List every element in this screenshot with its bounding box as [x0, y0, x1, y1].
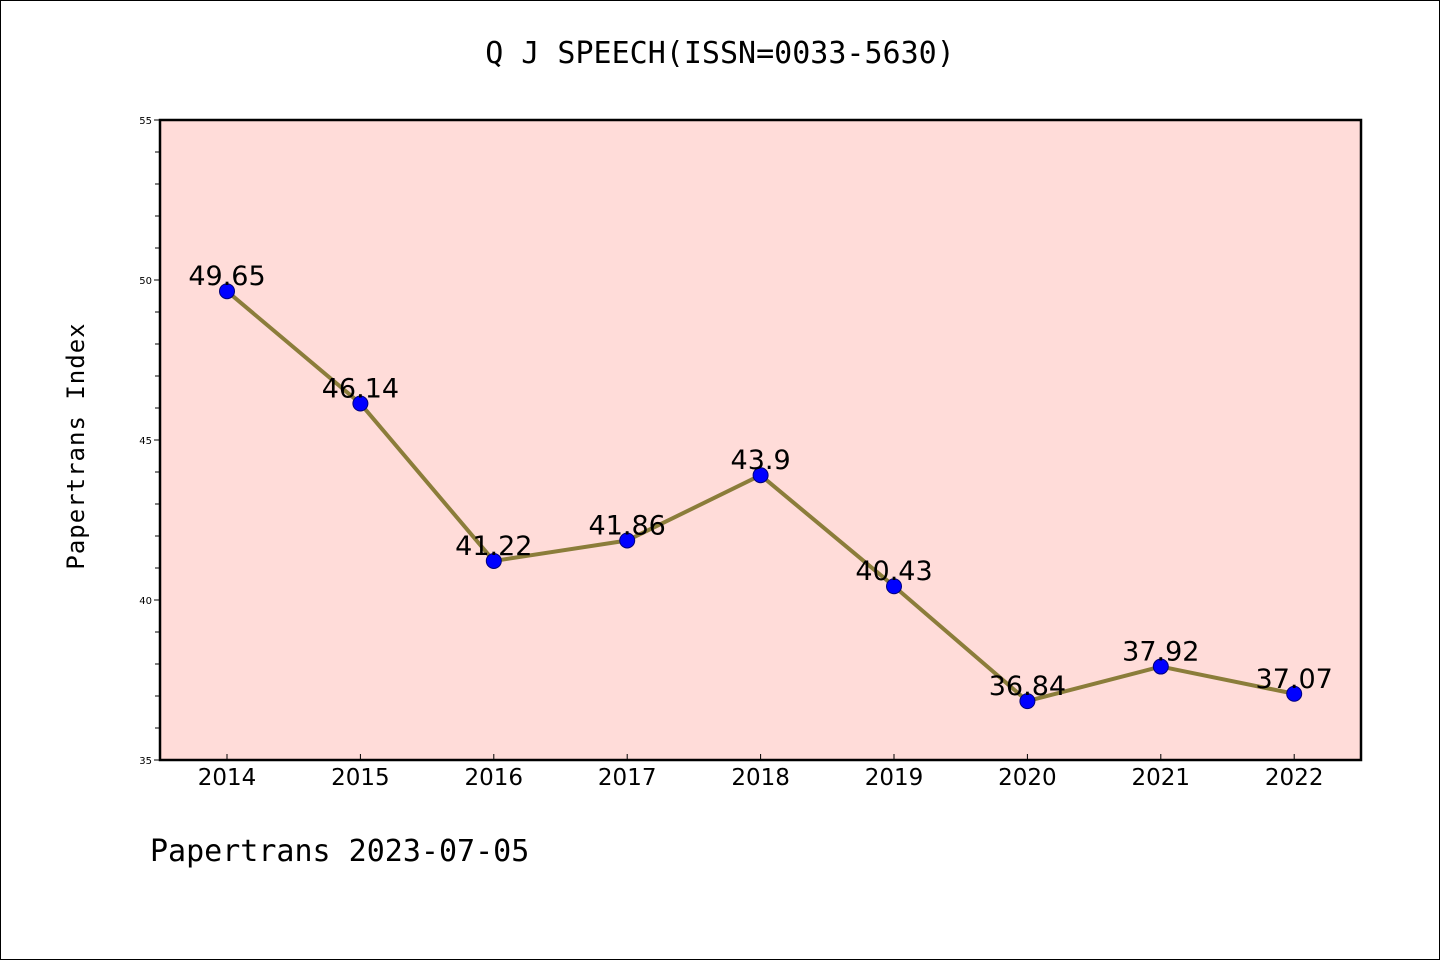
- x-tick-label: 2019: [865, 765, 924, 791]
- data-label: 49.65: [188, 261, 265, 292]
- x-tick-label: 2020: [998, 765, 1057, 791]
- data-point: [352, 395, 369, 412]
- data-label: 37.07: [1256, 664, 1333, 695]
- x-tick-label: 2021: [1132, 765, 1191, 791]
- y-tick-label: 35: [139, 756, 152, 767]
- data-markers: [219, 283, 1303, 710]
- data-point: [219, 283, 235, 300]
- data-point: [1286, 685, 1303, 702]
- plot-border: [158, 118, 1363, 762]
- x-tick-label: 2017: [598, 765, 657, 791]
- data-labels: 49.65 46.14 41.22 41.86 43.9 40.43 36.84 37.92 3…: [188, 261, 1332, 702]
- data-label: 46.14: [322, 374, 399, 405]
- footer-credit: Papertrans 2023-07-05: [150, 834, 530, 869]
- data-label: 37.92: [1122, 637, 1199, 668]
- x-tick-label: 2015: [331, 765, 390, 791]
- data-label: 41.86: [589, 510, 666, 541]
- y-axis: 35 40 45 50 55: [139, 116, 160, 767]
- y-tick-label: 40: [139, 596, 152, 607]
- data-point: [619, 532, 636, 549]
- data-point: [886, 578, 902, 595]
- x-axis: 2014 2015 2016 2017 2018 2019 2020 2021 2022: [198, 754, 1324, 791]
- x-tick-label: 2018: [731, 765, 790, 791]
- plot-area: [160, 120, 1361, 760]
- data-point: [752, 467, 769, 484]
- data-point: [1152, 658, 1169, 675]
- data-label: 36.84: [989, 671, 1066, 702]
- data-point: [1019, 693, 1036, 710]
- x-tick-label: 2022: [1265, 765, 1324, 791]
- x-tick-label: 2016: [465, 765, 524, 791]
- data-label: 40.43: [855, 556, 932, 587]
- x-tick-label: 2014: [198, 765, 257, 791]
- data-point: [485, 552, 502, 569]
- y-tick-label: 45: [139, 436, 152, 447]
- data-label: 41.22: [455, 531, 532, 562]
- y-tick-label: 55: [139, 116, 152, 127]
- y-tick-label: 50: [139, 276, 152, 287]
- data-label: 43.9: [731, 445, 791, 476]
- chart-title: Q J SPEECH(ISSN=0033-5630): [485, 36, 955, 71]
